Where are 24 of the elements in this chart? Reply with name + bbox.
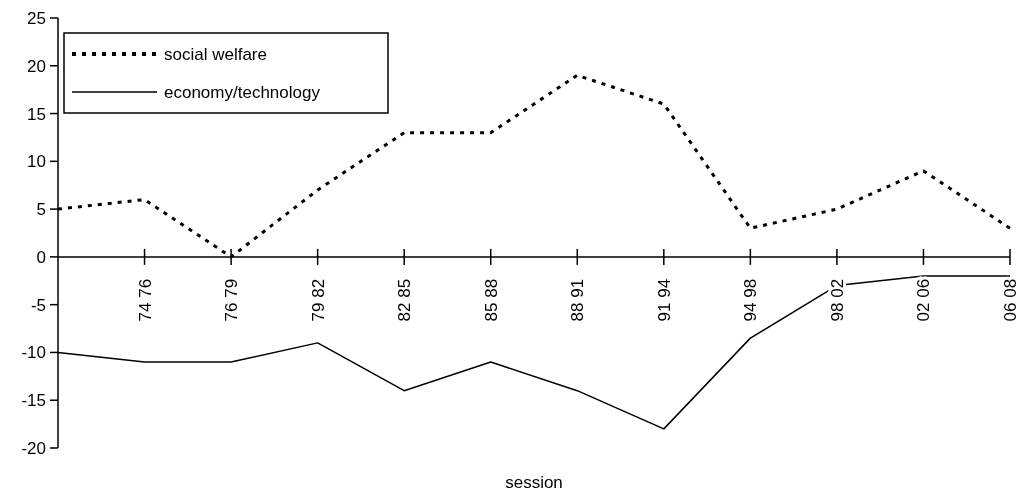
y-tick-label: 10 <box>27 152 46 172</box>
y-tick-label: 20 <box>27 56 46 76</box>
y-tick-label: 15 <box>27 104 46 124</box>
y-tick-label: -5 <box>30 295 46 315</box>
x-tick-label: 88 91 <box>568 278 588 322</box>
legend-label: economy/technology <box>164 82 321 102</box>
x-tick-label: 06 08 <box>1001 278 1018 322</box>
x-tick-label: 76 79 <box>222 278 242 322</box>
x-tick-label: 74 76 <box>135 278 155 322</box>
y-tick-label: -15 <box>21 391 46 411</box>
x-tick-label: 91 94 <box>654 278 674 322</box>
x-tick-label: 98 02 <box>827 278 847 322</box>
x-tick-label: 79 82 <box>308 278 328 322</box>
legend-label: social welfare <box>164 44 267 64</box>
y-tick-label: 5 <box>36 200 46 220</box>
x-tick-label: 94 98 <box>741 278 761 322</box>
x-tick-label: 85 88 <box>481 278 501 322</box>
x-axis-title: session <box>505 473 563 492</box>
y-tick-label: 0 <box>36 247 46 267</box>
y-tick-label: -10 <box>21 343 46 363</box>
x-tick-label: 82 85 <box>395 278 415 322</box>
x-tick-label: 02 06 <box>914 278 934 322</box>
y-tick-label: -20 <box>21 438 46 458</box>
y-tick-label: 25 <box>27 8 46 28</box>
